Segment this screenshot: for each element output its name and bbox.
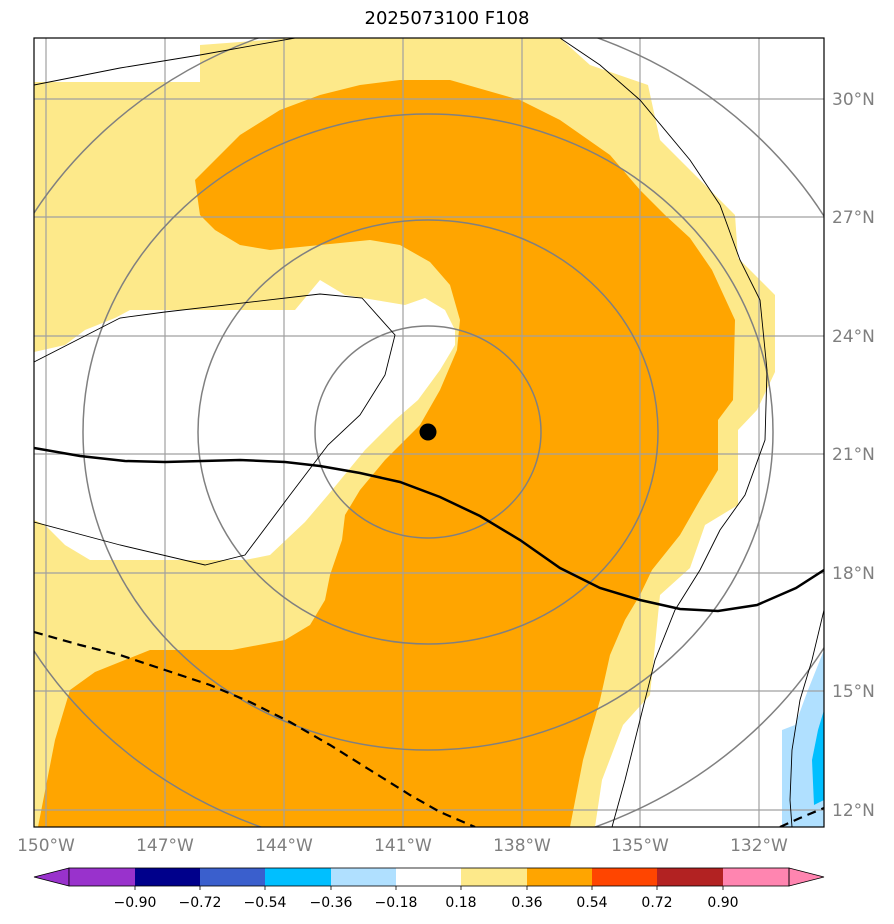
dashed-contour bbox=[34, 630, 476, 827]
colorbar: −0.90 −0.72 −0.54 −0.36 −0.18 0.18 0.36 … bbox=[33, 867, 825, 911]
colorbar-tick-label: −0.36 bbox=[310, 895, 353, 911]
colorbar-tick-label: 0.90 bbox=[707, 895, 738, 911]
colorbar-segment bbox=[723, 868, 789, 886]
colorbar-tick-label: −0.90 bbox=[114, 895, 157, 911]
lat-label: 18°N bbox=[832, 564, 875, 584]
gridlines bbox=[34, 38, 824, 827]
colorbar-tick-label: 0.54 bbox=[576, 895, 607, 911]
colorbar-over-arrow bbox=[788, 867, 825, 887]
colorbar-segment bbox=[396, 868, 461, 886]
lat-label: 27°N bbox=[832, 208, 875, 228]
colorbar-tick-label: 0.72 bbox=[641, 895, 672, 911]
dashed-contour-right bbox=[779, 806, 824, 827]
lon-label: 138°W bbox=[493, 836, 551, 856]
colorbar-segment bbox=[657, 868, 723, 886]
range-ring-1 bbox=[314, 325, 542, 539]
lat-label: 24°N bbox=[832, 327, 875, 347]
lon-label: 141°W bbox=[374, 836, 432, 856]
colorbar-segment bbox=[592, 868, 657, 886]
blue-region bbox=[812, 710, 824, 805]
colorbar-tick-label: −0.54 bbox=[244, 895, 287, 911]
lat-label: 12°N bbox=[832, 801, 875, 821]
lon-label: 135°W bbox=[611, 836, 669, 856]
colorbar-segment bbox=[135, 868, 200, 886]
latitude-labels: 30°N 27°N 24°N 21°N 18°N 15°N 12°N bbox=[832, 90, 875, 821]
lon-label: 132°W bbox=[730, 836, 788, 856]
colorbar-tick-label: −0.72 bbox=[179, 895, 222, 911]
colorbar-segment bbox=[69, 868, 135, 886]
colorbar-segment bbox=[461, 868, 527, 886]
colorbar-segment bbox=[200, 868, 265, 886]
solid-thick-contour bbox=[34, 446, 824, 613]
lon-label: 150°W bbox=[17, 836, 75, 856]
longitude-labels: 150°W 147°W 144°W 141°W 138°W 135°W 132°… bbox=[17, 836, 788, 856]
range-rings bbox=[34, 38, 824, 827]
colorbar-tick-label: −0.18 bbox=[375, 895, 418, 911]
range-ring-3 bbox=[82, 113, 774, 751]
colorbar-tick-label: 0.18 bbox=[445, 895, 476, 911]
range-ring-2 bbox=[197, 219, 659, 645]
colorbar-segment bbox=[527, 868, 592, 886]
storm-center-marker bbox=[419, 423, 437, 441]
lat-label: 30°N bbox=[832, 90, 875, 110]
map-plot-area bbox=[34, 38, 824, 827]
lon-label: 144°W bbox=[255, 836, 313, 856]
colorbar-frame bbox=[68, 867, 790, 887]
colorbar-tick-label: 0.36 bbox=[511, 895, 542, 911]
lon-label: 147°W bbox=[136, 836, 194, 856]
lat-label: 21°N bbox=[832, 445, 875, 465]
colorbar-segment bbox=[331, 868, 396, 886]
lat-label: 15°N bbox=[832, 682, 875, 702]
colorbar-under-arrow bbox=[33, 867, 70, 887]
thin-contours bbox=[34, 38, 824, 827]
orange-region bbox=[38, 80, 735, 827]
map-title: 2025073100 F108 bbox=[364, 8, 530, 29]
colorbar-segment bbox=[265, 868, 331, 886]
map-frame bbox=[33, 37, 825, 828]
